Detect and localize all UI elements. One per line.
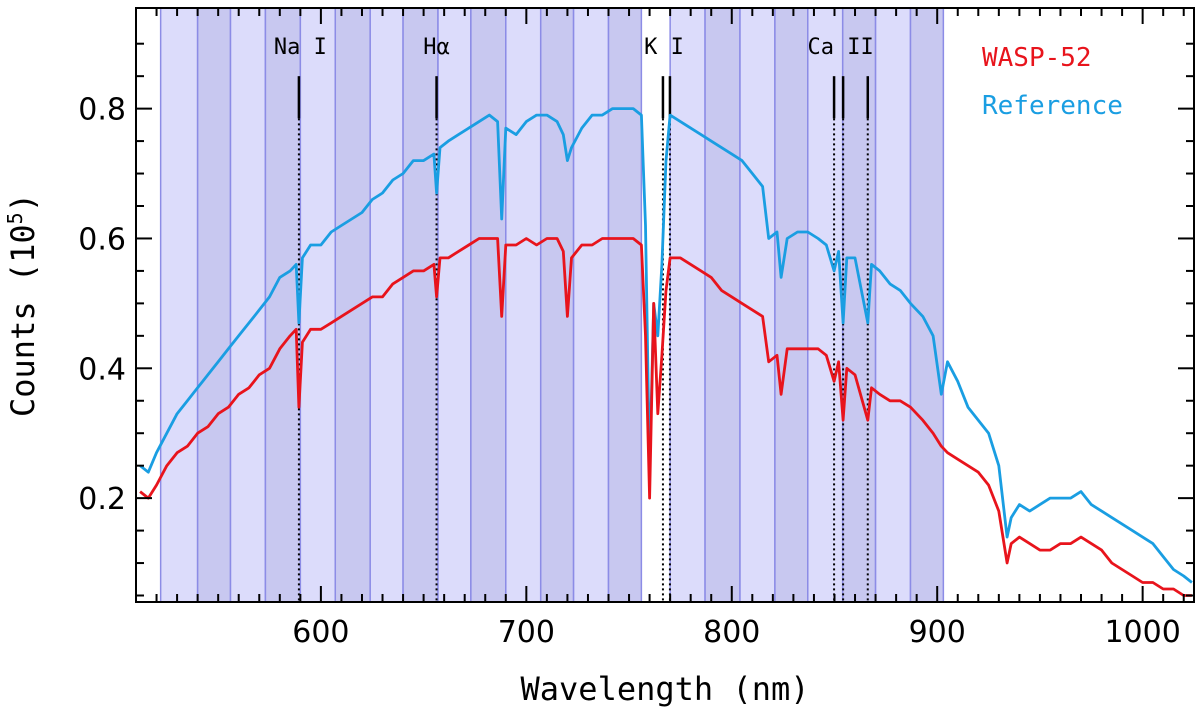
x-tick-label-1000: 1000 [1104,615,1180,650]
wavelength-bin-3 [229,7,267,603]
spectral-line-label-na-i: Na I [274,35,327,60]
wavelength-bin-19 [807,7,844,603]
wavelength-bins [159,7,945,603]
y-tick-label-0: 0.2 [78,482,126,517]
wavelength-bin-15 [669,7,706,603]
wavelength-bin-16 [704,7,741,603]
series-line-wasp-52 [139,237,1192,597]
wavelength-bin-5 [299,7,337,603]
y-tick-label-2: 0.6 [78,222,126,257]
wavelength-bin-1 [159,7,199,603]
axis-ticks [135,8,1194,602]
series-lines [139,107,1193,597]
wavelength-bin-8 [402,7,439,603]
y-axis-label-main: Counts (10 [4,224,42,417]
wavelength-bin-6 [334,7,371,603]
wavelength-bin-2 [196,7,232,603]
wavelength-bin-18 [774,7,809,603]
spectral-line-label-h-: Hα [423,35,450,60]
y-axis-label-exponent: 5 [3,212,27,224]
x-tick-label-900: 900 [909,615,966,650]
wavelength-bin-9 [437,7,472,603]
series-line-reference [139,107,1193,584]
spectral-line-label-ca-ii: Ca II [808,35,874,60]
x-tick-label-800: 800 [703,615,760,650]
x-tick-label-600: 600 [292,615,349,650]
wavelength-bin-14 [607,7,643,603]
wavelength-bin-20 [841,7,877,603]
wavelength-bin-11 [505,7,542,603]
plot-frame [135,7,1195,603]
y-tick-label-3: 0.8 [78,93,126,128]
spectral-line-label-k-i: K I [644,35,684,60]
wavelength-bin-22 [909,7,945,603]
legend-entry-reference: Reference [982,91,1123,121]
y-axis-label: Counts (105) [3,193,42,417]
wavelength-bin-13 [572,7,610,603]
legend: WASP-52 Reference [982,43,1123,121]
wavelength-bin-21 [874,7,912,603]
y-axis-label-close: ) [4,193,42,212]
x-tick-label-700: 700 [498,615,555,650]
y-tick-label-1: 0.4 [78,352,126,387]
wavelength-bin-4 [264,7,302,603]
wavelength-bin-7 [369,7,404,603]
legend-entry-wasp-52: WASP-52 [982,43,1092,73]
x-axis-label: Wavelength (nm) [521,670,810,708]
tick-labels: 600 700 800 900 1000 0.2 0.4 0.6 0.8 [78,93,1181,650]
